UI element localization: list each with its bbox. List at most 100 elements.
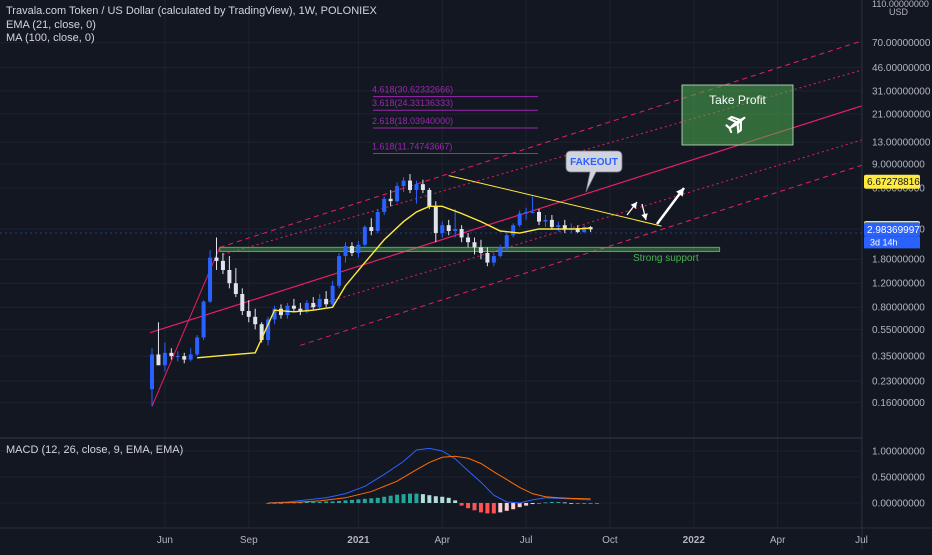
macd-hist-bar-48 — [575, 503, 580, 504]
candle-body-27 — [324, 298, 329, 305]
candle-57 — [517, 210, 522, 228]
candle-0 — [150, 348, 154, 407]
candle-62 — [549, 215, 554, 229]
macd-hist-bar-20 — [395, 494, 400, 503]
macd-hist-bar-27 — [440, 496, 445, 503]
take-profit-box[interactable] — [681, 84, 794, 146]
fib-label-1: 3.618(24.33136333) — [372, 98, 453, 108]
macd-hist-bar-36 — [498, 503, 503, 513]
candle-body-25 — [311, 302, 316, 308]
candle-body-46 — [446, 225, 451, 232]
macd-hist-bar-49 — [582, 503, 587, 504]
macd-tick-1: 0.50000000 — [872, 473, 925, 484]
candle-body-48 — [459, 229, 464, 238]
channel-upper-line — [219, 40, 862, 248]
candle-body-28 — [330, 285, 335, 305]
time-label-6: 2022 — [683, 535, 706, 546]
candle-body-52 — [485, 252, 490, 263]
candle-body-53 — [491, 256, 496, 263]
candle-37 — [388, 189, 393, 207]
candle-body-1 — [156, 354, 161, 366]
candle-39 — [401, 177, 406, 193]
candle-body-8 — [201, 301, 206, 338]
candle-18 — [266, 316, 271, 346]
candle-body-33 — [362, 227, 367, 245]
price-tick-9: 1.20000000 — [872, 279, 925, 290]
candle-36 — [382, 196, 387, 216]
candle-body-50 — [472, 242, 477, 248]
candle-body-60 — [537, 211, 541, 222]
candle-body-3 — [169, 352, 174, 357]
macd-hist-bar-38 — [511, 503, 516, 510]
ma-legend[interactable]: MA (100, close, 0) — [6, 32, 95, 44]
arrow-up-big-head — [676, 188, 684, 197]
chart-title: Travala.com Token / US Dollar (calculate… — [6, 5, 377, 17]
candle-body-57 — [517, 213, 522, 226]
candle-body-66 — [575, 228, 580, 233]
candle-body-43 — [427, 189, 432, 207]
time-axis[interactable]: Jun Sep 2021 Apr Jul Oct 2022 Apr Jul — [157, 535, 868, 546]
candle-58 — [524, 207, 529, 220]
candle-56 — [511, 223, 516, 238]
macd-hist-bar-41 — [530, 503, 535, 505]
fakeout-label: FAKEOUT — [570, 157, 618, 168]
price-tag-label-2: 2.98369997 — [867, 225, 920, 236]
price-tick-6: 6.00000000 — [872, 183, 925, 194]
candle-13 — [233, 268, 238, 298]
candle-22 — [291, 298, 296, 312]
candle-body-24 — [304, 302, 309, 312]
candle-2 — [162, 342, 167, 372]
candle-28 — [330, 280, 335, 306]
macd-hist-bar-28 — [446, 497, 451, 503]
candle-body-40 — [408, 180, 412, 190]
macd-hist-bar-21 — [401, 494, 406, 503]
macd-hist-bar-7 — [311, 501, 316, 503]
candle-body-61 — [543, 219, 548, 222]
candle-body-11 — [220, 260, 225, 271]
macd-hist-bar-29 — [453, 500, 458, 503]
macd-hist-bar-8 — [317, 501, 322, 503]
candle-55 — [504, 233, 509, 251]
macd-hist-bar-12 — [343, 500, 348, 503]
price-tag-2 — [864, 222, 920, 237]
candle-body-18 — [266, 319, 271, 340]
ema-line — [197, 205, 591, 359]
candle-53 — [491, 252, 496, 267]
candle-41 — [414, 180, 419, 204]
candle-10 — [214, 237, 219, 271]
price-tick-4: 13.00000000 — [872, 138, 931, 149]
macd-hist-bar-35 — [491, 503, 496, 514]
candle-4 — [175, 351, 180, 362]
price-tick-2: 31.00000000 — [872, 86, 931, 97]
macd-hist-bar-42 — [537, 503, 541, 504]
candle-47 — [453, 209, 458, 238]
price-tick-3: 21.00000000 — [872, 109, 931, 120]
price-tick-0: 70.00000000 — [872, 38, 931, 49]
candle-body-0 — [150, 354, 154, 390]
time-label-1: Sep — [240, 535, 258, 546]
time-label-2: 2021 — [347, 535, 370, 546]
time-label-5: Oct — [602, 535, 618, 546]
candle-body-59 — [530, 211, 535, 213]
macd-hist-bar-44 — [549, 501, 554, 503]
candle-23 — [298, 302, 303, 316]
candle-body-9 — [208, 257, 213, 302]
macd-hist-bar-39 — [517, 503, 522, 508]
macd-hist-bar-43 — [543, 502, 548, 504]
macd-hist-bar-33 — [478, 503, 483, 513]
countdown-label: 3d 14h — [870, 237, 898, 247]
macd-hist-bar-6 — [304, 501, 309, 503]
candle-11 — [220, 252, 225, 275]
ema-legend[interactable]: EMA (21, close, 0) — [6, 19, 96, 31]
candle-body-22 — [291, 305, 296, 309]
macd-legend[interactable]: MACD (12, 26, close, 9, EMA, EMA) — [6, 444, 184, 456]
macd-hist-bar-18 — [382, 496, 387, 503]
macd-hist-bar-1 — [272, 503, 277, 504]
macd-hist-bar-13 — [349, 499, 354, 503]
arrow-up-small-head — [630, 202, 637, 209]
price-tick-14: 0.16000000 — [872, 398, 925, 409]
